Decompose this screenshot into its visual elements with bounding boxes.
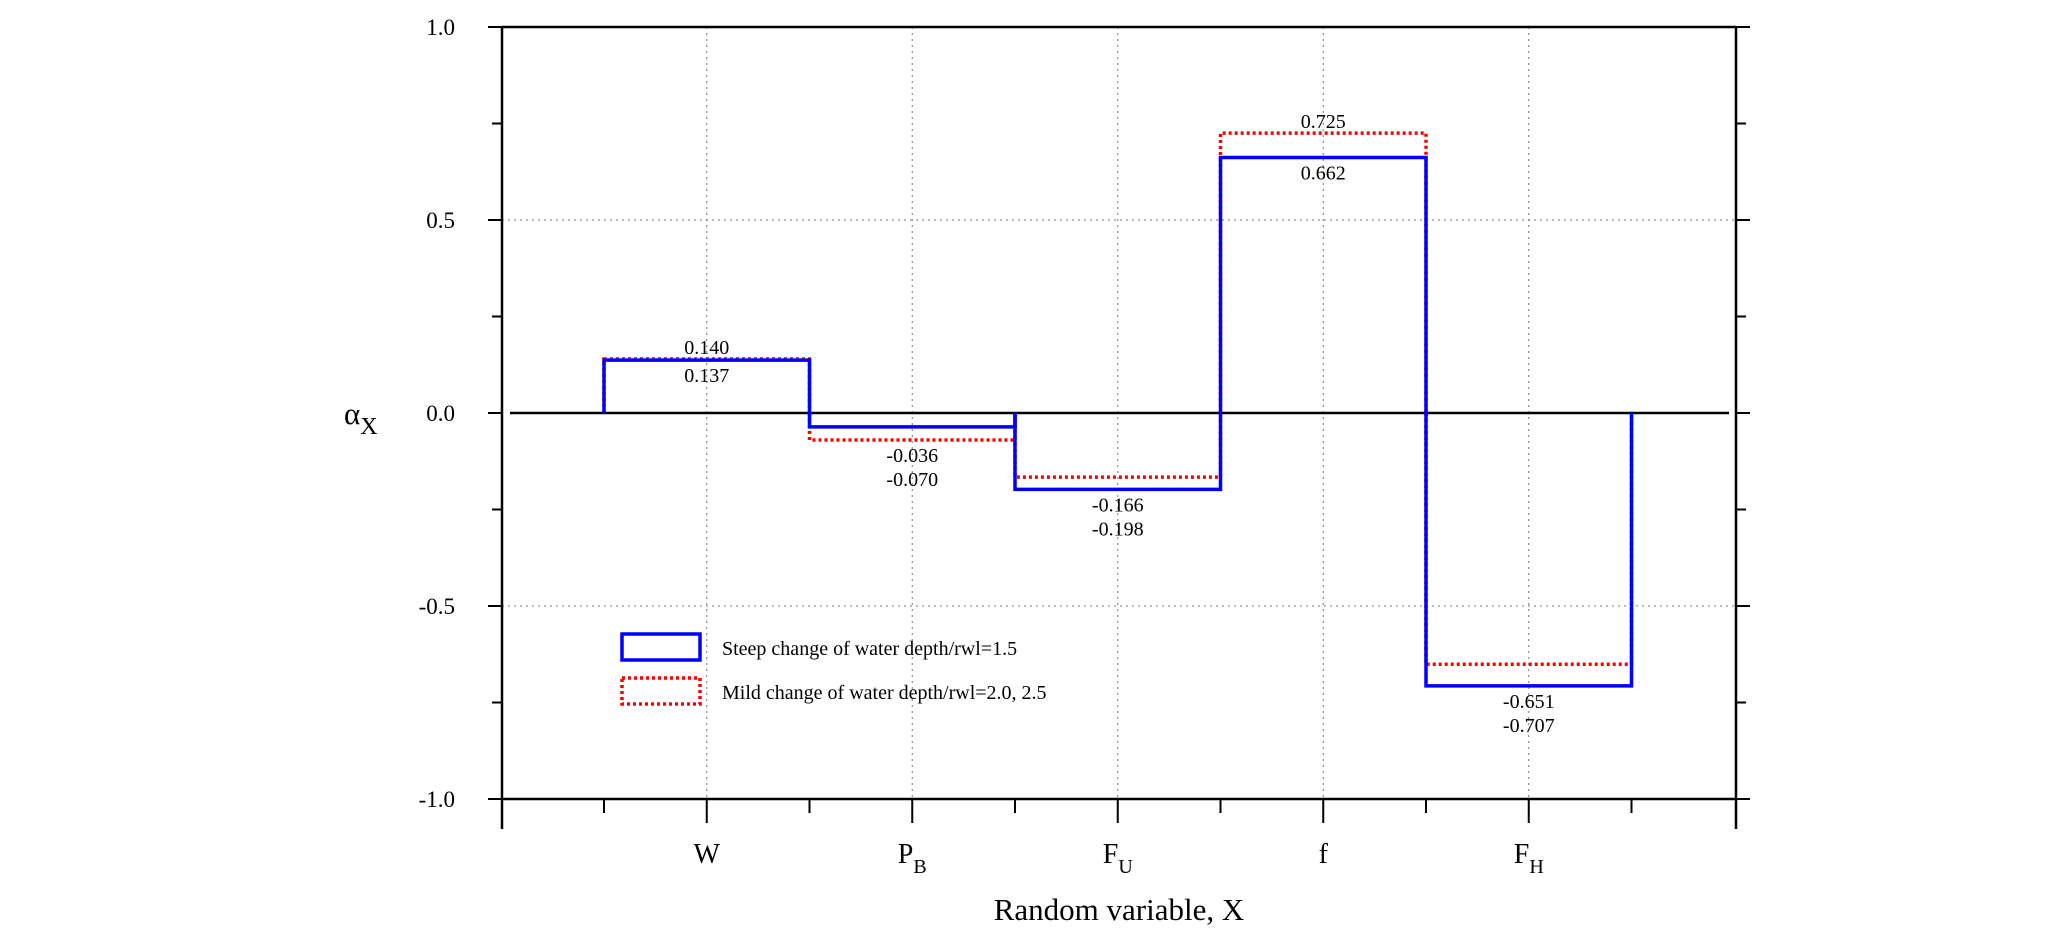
axes: -1.0 -0.5 0.0 0.5 1.0 W PB FU f FH Random variable… <box>344 15 1750 927</box>
x-tick-label: f <box>1319 839 1329 870</box>
data-label: -0.036 <box>886 445 938 467</box>
bar-steep <box>1013 413 1223 492</box>
data-label: -0.166 <box>1092 494 1144 516</box>
bar-steep <box>602 358 812 413</box>
x-axis-title: Random variable, X <box>994 892 1245 927</box>
x-tick-label: FH <box>1514 839 1544 878</box>
bars <box>602 131 1634 688</box>
bar-steep <box>1424 413 1634 688</box>
y-tick-label: 0.0 <box>426 401 455 426</box>
bar-mild <box>1013 413 1223 479</box>
y-tick-label: -0.5 <box>419 594 455 619</box>
x-tick-label: W <box>694 839 721 870</box>
y-tick-label: 1.0 <box>426 15 455 40</box>
data-label: -0.651 <box>1503 691 1555 713</box>
data-label: -0.707 <box>1503 715 1555 737</box>
legend-swatch-steep <box>620 632 702 662</box>
data-label: 0.662 <box>1301 162 1346 184</box>
legend-label: Mild change of water depth/rwl=2.0, 2.5 <box>722 682 1047 704</box>
legend: Steep change of water depth/rwl=1.5 Mild … <box>620 632 1047 706</box>
x-tick-label: PB <box>898 839 927 878</box>
data-label: 0.140 <box>684 337 729 359</box>
legend-swatch-mild <box>620 676 702 706</box>
y-tick-label: -1.0 <box>419 787 455 812</box>
value-labels: 0.140 0.137 -0.036-0.070 -0.166-0.198 0.725 0… <box>684 111 1554 737</box>
y-tick-label: 0.5 <box>426 208 455 233</box>
x-tick-label: FU <box>1103 839 1134 878</box>
data-label: -0.070 <box>886 469 938 491</box>
bar-steep <box>1218 155 1428 413</box>
data-label: 0.725 <box>1301 111 1346 133</box>
data-label: -0.198 <box>1092 518 1144 540</box>
y-axis-title: αX <box>344 396 378 440</box>
data-label: 0.137 <box>684 365 729 387</box>
plot-frame <box>500 25 1738 829</box>
legend-label: Steep change of water depth/rwl=1.5 <box>722 638 1017 660</box>
